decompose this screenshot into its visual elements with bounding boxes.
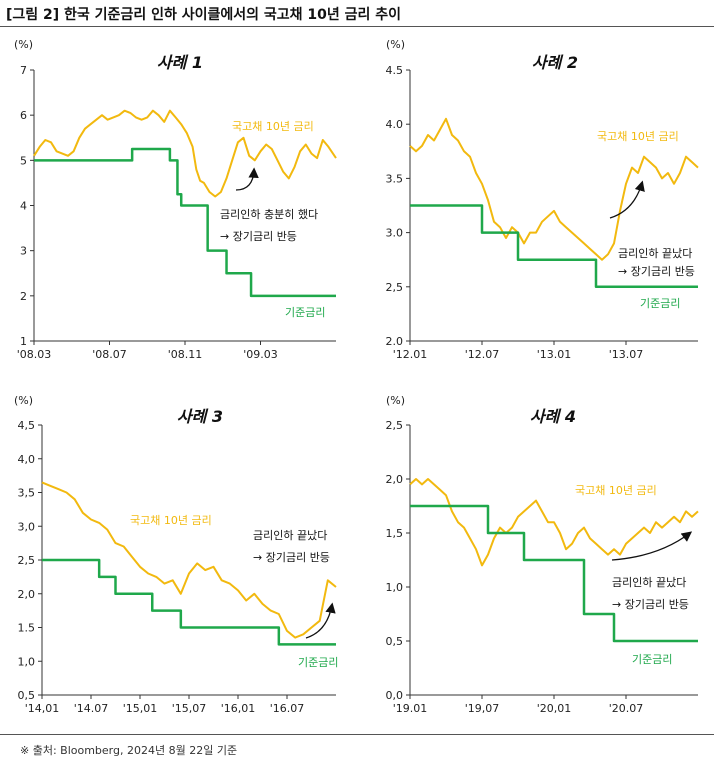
rebound-arrow	[609, 180, 645, 219]
y-tick-label: 2,5	[18, 554, 36, 567]
y-tick-label: 1,5	[386, 527, 404, 540]
y-tick-label: 2,5	[386, 419, 404, 432]
bond-series-label: 국고채 10년 금리	[575, 484, 657, 497]
annotation-text: → 장기금리 반등	[253, 551, 330, 564]
x-tick-label: '19,07	[465, 702, 500, 715]
y-tick-label: 4,0	[18, 453, 36, 466]
y-tick-label: 7	[20, 64, 27, 77]
y-tick-label: 1,0	[386, 581, 404, 594]
x-tick-label: '08.03	[17, 348, 52, 361]
y-tick-label: 2,5	[386, 281, 404, 294]
bond-yield-line	[33, 109, 337, 198]
x-tick-label: '09.03	[243, 348, 278, 361]
x-tick-label: '20,01	[537, 702, 572, 715]
footer-rule	[0, 734, 714, 735]
x-tick-label: '12.01	[393, 348, 428, 361]
panel-title: 사례 2	[532, 53, 578, 72]
y-tick-label: 4,5	[18, 419, 36, 432]
bond-series-label: 국고채 10년 금리	[130, 514, 212, 527]
x-tick-label: '19.01	[393, 702, 428, 715]
y-tick-label: 3	[20, 245, 27, 258]
rebound-arrow	[305, 602, 336, 639]
panel-title: 사례 3	[177, 407, 223, 426]
x-tick-label: '14,01	[25, 702, 60, 715]
annotation-text: 금리인하 충분히 했다	[220, 207, 318, 221]
base-rate-label: 기준금리	[285, 306, 325, 319]
base-rate-line	[410, 504, 698, 643]
x-tick-label: '12.07	[465, 348, 500, 361]
source-footnote: ※ 출처: Bloomberg, 2024년 8월 22일 기준	[20, 744, 238, 757]
annotation-text: → 장기금리 반등	[220, 230, 297, 243]
x-tick-label: '13.01	[537, 348, 572, 361]
annotation-text: 금리인하 끝났다	[618, 246, 692, 260]
annotation-text: 금리인하 끝났다	[253, 528, 327, 542]
y-unit-label: (%)	[14, 38, 33, 51]
y-unit-label: (%)	[14, 394, 33, 407]
x-tick-label: '14.07	[74, 702, 109, 715]
annotation-text: 금리인하 끝났다	[612, 575, 686, 589]
y-tick-label: 0,5	[18, 689, 36, 702]
y-tick-label: 4.5	[386, 64, 404, 77]
base-rate-line	[410, 204, 698, 289]
y-tick-label: 2,0	[18, 588, 36, 601]
y-tick-label: 0,5	[386, 635, 404, 648]
y-unit-label: (%)	[386, 394, 405, 407]
base-rate-label: 기준금리	[632, 653, 672, 666]
x-tick-label: '08.07	[92, 348, 127, 361]
bond-yield-line	[41, 481, 337, 639]
y-tick-label: 1.5	[18, 622, 36, 635]
figure-title: [그림 2] 한국 기준금리 인하 사이클에서의 국고채 10년 금리 추이	[6, 7, 402, 23]
y-tick-label: 2	[20, 290, 27, 303]
y-tick-label: 3.5	[386, 172, 404, 185]
x-tick-label: '15,07	[172, 702, 207, 715]
x-tick-label: '16.07	[270, 702, 305, 715]
bond-series-label: 국고채 10년 금리	[232, 120, 314, 133]
panel-title: 사례 1	[157, 53, 203, 72]
base-rate-label: 기준금리	[298, 656, 338, 669]
rebound-arrow	[611, 531, 693, 561]
x-tick-label: '08.11	[168, 348, 203, 361]
panel-title: 사례 4	[530, 407, 576, 426]
y-tick-label: 3,0	[18, 520, 36, 533]
x-tick-label: '20.07	[609, 702, 644, 715]
title-rule	[0, 26, 714, 27]
y-tick-label: 6	[20, 109, 27, 122]
x-tick-label: '16,01	[221, 702, 256, 715]
annotation-text: → 장기금리 반등	[612, 598, 689, 611]
y-tick-label: 4.0	[386, 118, 404, 131]
bond-yield-line	[409, 478, 699, 567]
y-tick-label: 3.0	[386, 227, 404, 240]
rebound-arrow	[235, 167, 259, 191]
bond-series-label: 국고채 10년 금리	[597, 130, 679, 143]
y-tick-label: 4	[20, 200, 27, 213]
base-rate-line	[34, 147, 336, 298]
y-tick-label: 1	[20, 335, 27, 348]
base-rate-label: 기준금리	[640, 297, 680, 310]
y-tick-label: 2,0	[386, 473, 404, 486]
base-rate-line	[42, 558, 336, 646]
x-tick-label: '13.07	[609, 348, 644, 361]
bond-yield-line	[409, 117, 699, 261]
y-tick-label: 2.0	[386, 335, 404, 348]
x-tick-label: '15,01	[123, 702, 158, 715]
y-tick-label: 3,5	[18, 487, 36, 500]
y-tick-label: 5	[20, 154, 27, 167]
y-unit-label: (%)	[386, 38, 405, 51]
annotation-text: → 장기금리 반등	[618, 265, 695, 278]
y-tick-label: 0,0	[386, 689, 404, 702]
y-tick-label: 1,0	[18, 655, 36, 668]
